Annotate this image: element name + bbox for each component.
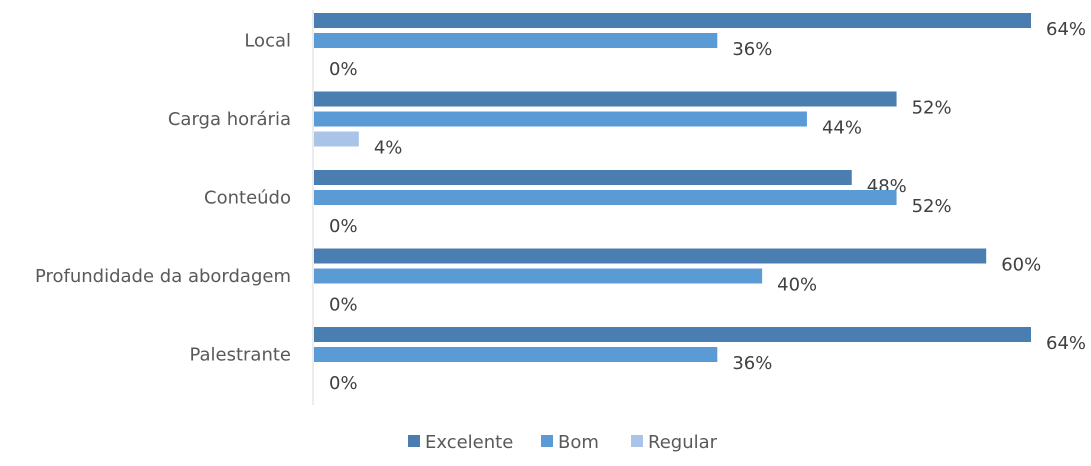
bar-regular [314, 131, 359, 147]
bar-excelente [314, 13, 1031, 28]
category-label: Conteúdo [204, 188, 291, 209]
legend-swatch-excelente [408, 435, 420, 447]
data-label: 36% [732, 39, 772, 60]
data-label: 4% [374, 138, 403, 159]
bar-bom [314, 111, 807, 127]
data-label: 0% [329, 373, 358, 394]
category-label: Palestrante [189, 345, 291, 366]
data-label: 60% [1001, 255, 1041, 276]
data-label: 0% [329, 216, 358, 237]
legend-label-regular: Regular [648, 432, 718, 453]
bar-excelente [314, 327, 1031, 342]
plot-area: Local 64% 36% 0% Carga horária 52% 44% 4% Conteú… [35, 10, 1086, 405]
legend-label-excelente: Excelente [425, 432, 513, 453]
category-label: Local [244, 31, 291, 52]
bar-excelente [314, 170, 852, 185]
legend-swatch-bom [541, 435, 553, 447]
legend: Excelente Bom Regular [408, 432, 718, 453]
bar-bom [314, 190, 897, 205]
data-label: 36% [732, 353, 772, 374]
data-label: 0% [329, 295, 358, 316]
data-label: 52% [912, 98, 952, 119]
bar-bom [314, 33, 718, 48]
category-label: Profundidade da abordagem [35, 266, 291, 287]
bar-excelente [314, 91, 897, 107]
legend-label-bom: Bom [558, 432, 599, 453]
legend-swatch-regular [631, 435, 643, 447]
data-label: 0% [329, 59, 358, 80]
bar-bom [314, 347, 718, 362]
bar-excelente [314, 248, 987, 264]
data-label: 40% [777, 275, 817, 296]
data-label: 64% [1046, 19, 1086, 40]
data-label: 44% [822, 118, 862, 139]
bar-bom [314, 268, 763, 284]
data-label: 64% [1046, 333, 1086, 354]
data-label: 52% [912, 196, 952, 217]
category-label: Carga horária [168, 109, 291, 130]
